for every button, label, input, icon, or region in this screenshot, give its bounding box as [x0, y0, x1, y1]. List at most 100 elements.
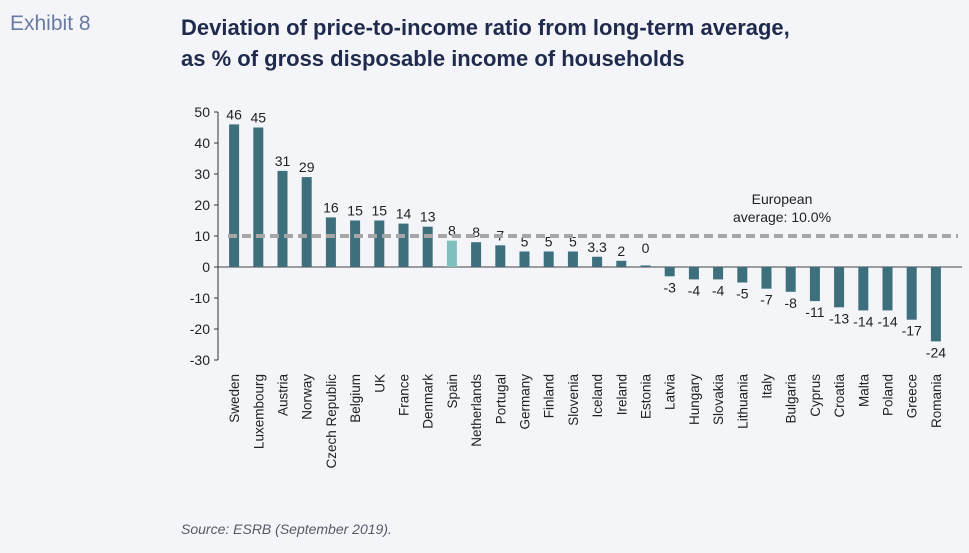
bar-norway — [301, 177, 312, 267]
category-label: Malta — [856, 374, 871, 408]
data-label: 31 — [275, 153, 291, 169]
reference-label-line-1: European — [752, 191, 813, 207]
category-label: Austria — [276, 374, 291, 417]
chart-title-line-1: Deviation of price-to-income ratio from … — [181, 15, 790, 40]
data-label: 29 — [299, 159, 315, 175]
category-label: Norway — [300, 374, 315, 420]
bar-italy — [761, 267, 772, 289]
category-label: Estonia — [639, 374, 654, 420]
bar-spain — [446, 240, 457, 267]
bar-iceland — [592, 256, 603, 267]
bar-france — [398, 223, 409, 267]
bar-lithuania — [737, 267, 748, 283]
bar-bulgaria — [785, 267, 796, 292]
category-label: Poland — [881, 374, 896, 416]
bar-slovakia — [713, 267, 724, 280]
bar-germany — [519, 251, 530, 267]
category-label: Hungary — [687, 374, 702, 425]
category-label: Romania — [929, 374, 944, 429]
y-tick-label: 30 — [194, 166, 210, 182]
y-tick-label: 40 — [194, 135, 210, 151]
y-tick-label: -20 — [190, 321, 210, 337]
bar-hungary — [688, 267, 699, 280]
category-label: Slovakia — [711, 374, 726, 426]
data-label: 15 — [347, 203, 363, 219]
data-label: -17 — [902, 323, 922, 339]
category-label: Iceland — [590, 374, 605, 418]
category-label: Ireland — [614, 374, 629, 415]
bar-croatia — [834, 267, 845, 308]
category-label: Cyprus — [808, 374, 823, 417]
category-label: Bulgaria — [784, 374, 799, 424]
exhibit-label: Exhibit 8 — [10, 12, 91, 35]
data-label: 3.3 — [587, 239, 607, 255]
category-label: Sweden — [227, 374, 242, 423]
bar-malta — [858, 267, 869, 311]
data-label: -24 — [926, 344, 946, 360]
data-label: 5 — [545, 234, 553, 250]
category-label: Spain — [445, 374, 460, 409]
chart-title: Deviation of price-to-income ratio from … — [181, 12, 941, 74]
data-label: -13 — [829, 310, 849, 326]
category-label: Netherlands — [469, 374, 484, 447]
category-label: Italy — [760, 374, 775, 399]
reference-label-line-2: average: 10.0% — [733, 209, 831, 225]
chart-title-line-2: as % of gross disposable income of house… — [181, 46, 685, 71]
category-label: Czech Republic — [324, 374, 339, 469]
bar-greece — [906, 267, 917, 320]
category-label: Denmark — [421, 374, 436, 429]
data-label: 46 — [226, 106, 242, 122]
data-label: -4 — [712, 282, 725, 298]
bar-latvia — [664, 267, 675, 277]
bar-estonia — [640, 265, 651, 267]
data-label: -4 — [688, 282, 701, 298]
y-tick-label: 50 — [194, 104, 210, 120]
bar-slovenia — [567, 251, 578, 267]
bar-czech-republic — [325, 217, 336, 267]
category-label: Finland — [542, 374, 557, 418]
category-label: UK — [372, 374, 387, 393]
category-label: Greece — [905, 374, 920, 418]
data-label: -3 — [663, 279, 676, 295]
data-label: 13 — [420, 209, 436, 225]
bar-belgium — [350, 220, 361, 267]
data-label: 5 — [521, 234, 529, 250]
bar-finland — [543, 251, 554, 267]
category-label: Portugal — [493, 374, 508, 424]
data-label: 2 — [617, 243, 625, 259]
category-label: Slovenia — [566, 374, 581, 426]
data-label: 14 — [396, 206, 412, 222]
data-label: 45 — [251, 110, 267, 126]
data-label: 0 — [642, 240, 650, 256]
bar-netherlands — [471, 242, 482, 267]
category-label: Luxembourg — [251, 374, 266, 449]
data-label: 8 — [448, 223, 456, 239]
y-tick-label: 0 — [202, 259, 210, 275]
data-label: 8 — [472, 224, 480, 240]
data-label: 5 — [569, 234, 577, 250]
category-label: Germany — [518, 374, 533, 430]
category-label: Croatia — [832, 374, 847, 418]
bar-uk — [374, 220, 385, 267]
bar-romania — [930, 267, 941, 342]
bar-denmark — [422, 226, 433, 267]
bar-poland — [882, 267, 893, 311]
data-label: 16 — [323, 199, 339, 215]
category-label: France — [397, 374, 412, 416]
category-label: Lithuania — [735, 374, 750, 429]
y-tick-label: -10 — [190, 290, 210, 306]
category-label: Belgium — [348, 374, 363, 423]
y-tick-label: -30 — [190, 352, 210, 368]
y-tick-label: 10 — [194, 228, 210, 244]
bar-ireland — [616, 260, 627, 267]
bar-cyprus — [809, 267, 820, 302]
data-label: -11 — [805, 304, 824, 320]
bar-austria — [277, 170, 288, 267]
data-label: -14 — [877, 313, 897, 329]
bar-portugal — [495, 245, 506, 267]
data-label: -8 — [784, 295, 797, 311]
bar-sweden — [229, 124, 240, 268]
data-label: -14 — [853, 313, 873, 329]
data-label: -7 — [760, 292, 773, 308]
